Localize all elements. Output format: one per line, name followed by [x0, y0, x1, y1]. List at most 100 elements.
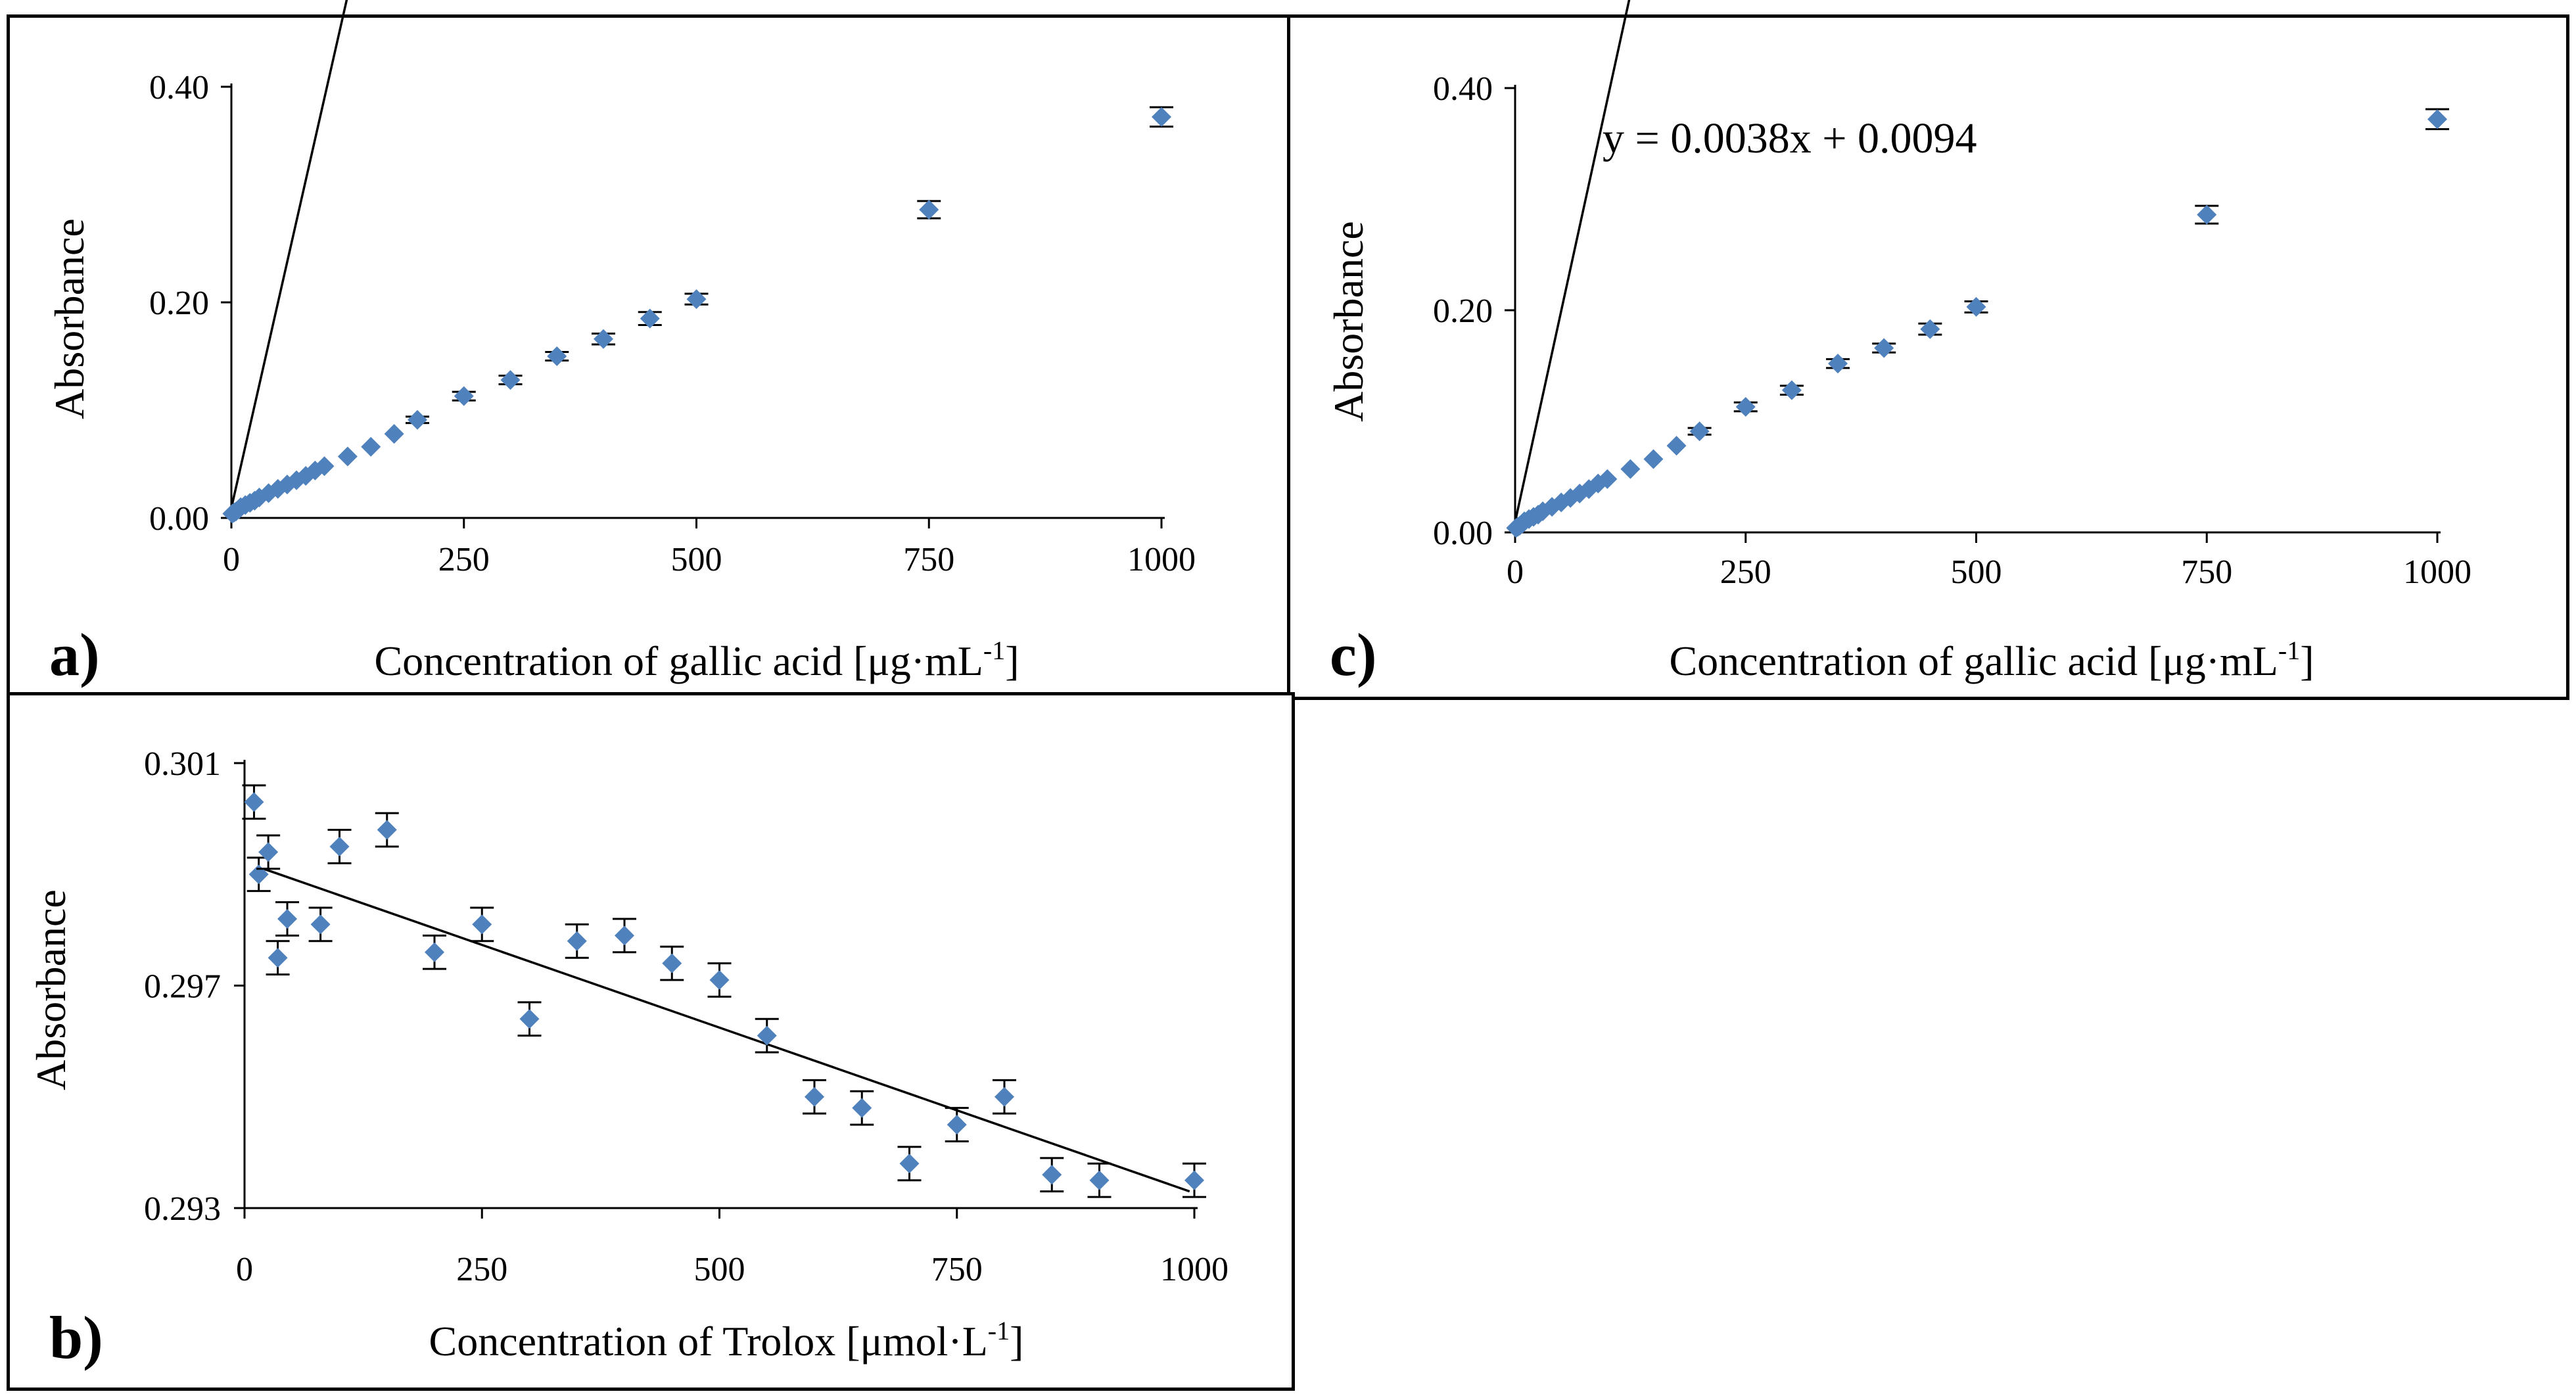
chart-b-ylabel: Absorbance	[28, 889, 74, 1090]
chart-a-x-tick-label: 250	[438, 541, 490, 578]
chart-b-point	[310, 914, 331, 935]
chart-a-point	[594, 329, 613, 349]
chart-a-point	[314, 456, 335, 477]
chart-c-x-tick-label: 250	[1720, 553, 1771, 591]
chart-a-xlabel-sup: -1	[983, 636, 1005, 665]
panel-c: 0.00 0.20 0.40 0 250 500 750 1000 Absorbance Co…	[1287, 0, 2569, 700]
chart-c-point	[1828, 354, 1848, 374]
panel-a-letter: a)	[49, 621, 100, 688]
chart-b-y-tick-label: 0.297	[144, 968, 221, 1006]
chart-b-point	[268, 948, 288, 968]
chart-b-point	[472, 914, 492, 935]
chart-c-point	[1542, 497, 1562, 517]
chart-c-xlabel: Concentration of gallic acid [μg·mL-1]	[1669, 636, 2314, 684]
chart-b-trendline	[263, 868, 1190, 1193]
chart-a: 0.00 0.20 0.40 0 250 500 750 1000 Absorbance Co…	[46, 0, 1196, 688]
chart-a-point	[384, 424, 404, 444]
chart-c-point	[1689, 421, 1710, 442]
chart-a-xlabel-main: Concentration of gallic acid [μg·mL	[374, 638, 983, 684]
panel-a: 0.00 0.20 0.40 0 250 500 750 1000 Absorbance Co…	[7, 0, 1295, 700]
chart-b-y-tick-label: 0.301	[144, 745, 221, 783]
chart-b-point	[995, 1086, 1014, 1107]
chart-b-point	[248, 864, 269, 885]
chart-c-xlabel-end: ]	[2300, 638, 2314, 684]
chart-b-x-tick-label: 500	[694, 1251, 745, 1288]
chart-a-x-tick-label: 500	[671, 541, 722, 578]
panel-b-letter: b)	[49, 1304, 103, 1371]
chart-b-point	[757, 1025, 777, 1046]
chart-a-point	[361, 436, 381, 457]
chart-b-point	[1042, 1165, 1062, 1185]
chart-c-y-tick-label: 0.00	[1433, 515, 1493, 552]
chart-b-point	[899, 1154, 920, 1174]
chart-b-x-tick-label: 750	[931, 1251, 983, 1288]
chart-c-point	[2427, 109, 2447, 129]
chart-b-x-tick-label: 250	[456, 1251, 507, 1288]
chart-a-x-tick-label: 750	[903, 541, 954, 578]
chart-b-marks: 0.293 0.297 0.301 0 250 500 750 1000	[144, 745, 1229, 1288]
chart-b-point	[1184, 1170, 1204, 1190]
chart-c-x-tick-label: 1000	[2403, 553, 2471, 591]
chart-b-point	[662, 953, 682, 973]
chart-c-xlabel-sup: -1	[2278, 636, 2300, 665]
chart-c-point	[1735, 397, 1756, 417]
chart-a-point	[337, 446, 358, 467]
chart-b-point	[277, 908, 298, 929]
chart-a-xlabel-end: ]	[1005, 638, 1019, 684]
chart-a-xlabel: Concentration of gallic acid [μg·mL-1]	[374, 636, 1019, 684]
chart-b-point	[709, 970, 730, 991]
panel-c-letter: c)	[1330, 621, 1376, 688]
chart-c-point	[1643, 449, 1664, 469]
chart-c-x-tick-label: 750	[2181, 553, 2232, 591]
chart-a-point	[1152, 106, 1171, 127]
chart-b-point	[615, 925, 634, 946]
chart-b-point	[244, 792, 264, 812]
chart-c-point	[1920, 319, 1940, 339]
chart-b-xlabel-end: ]	[1010, 1318, 1023, 1365]
chart-b-point	[329, 836, 350, 856]
chart-a-marks: 0.00 0.20 0.40 0 250 500 750 1000	[149, 0, 1196, 578]
chart-a-point	[454, 386, 474, 406]
chart-c-equation: y = 0.0038x + 0.0094	[1603, 114, 1977, 162]
chart-c-point	[1620, 459, 1641, 479]
chart-c-xlabel-main: Concentration of gallic acid [μg·mL	[1669, 638, 2278, 684]
chart-b-y-tick-label: 0.293	[144, 1190, 221, 1228]
chart-c-point	[1597, 469, 1618, 489]
chart-a-point	[640, 308, 660, 329]
chart-a-point	[500, 370, 521, 390]
chart-a-point	[919, 199, 939, 220]
chart-c-point	[1874, 338, 1894, 358]
chart-b-xlabel: Concentration of Trolox [μmol·L-1]	[429, 1316, 1024, 1365]
chart-a-y-tick-label: 0.20	[149, 285, 209, 322]
chart-b-point	[567, 931, 587, 951]
chart-a-x-tick-label: 1000	[1127, 541, 1196, 578]
chart-a-y-tick-label: 0.40	[149, 69, 209, 106]
chart-b-point	[947, 1115, 967, 1135]
panel-b: 0.293 0.297 0.301 0 250 500 750 1000 Absorbance…	[7, 692, 1295, 1391]
chart-a-x-tick-label: 0	[223, 541, 240, 578]
chart-c-point	[1588, 473, 1608, 494]
chart-b-x-tick-label: 1000	[1160, 1251, 1229, 1288]
chart-b-xlabel-main: Concentration of Trolox [μmol·L	[429, 1318, 988, 1365]
chart-b: 0.293 0.297 0.301 0 250 500 750 1000 Absorbance…	[28, 745, 1229, 1371]
chart-c-point	[1781, 380, 1802, 400]
chart-b-point	[805, 1086, 824, 1107]
chart-b-point	[377, 820, 397, 840]
chart-c-point	[1666, 436, 1687, 456]
chart-b-x-tick-label: 0	[236, 1251, 253, 1288]
chart-b-xlabel-sup: -1	[988, 1316, 1010, 1345]
chart-a-y-tick-label: 0.00	[149, 500, 209, 538]
chart-c-x-tick-label: 500	[1951, 553, 2002, 591]
chart-b-point	[258, 842, 279, 862]
chart-c-point	[1533, 501, 1553, 521]
chart-a-trendline	[230, 0, 348, 508]
chart-c-point	[1966, 296, 1986, 317]
chart-c-y-tick-label: 0.40	[1433, 70, 1493, 108]
chart-a-ylabel: Absorbance	[46, 218, 93, 419]
chart-a-point	[408, 409, 427, 430]
chart-c-x-tick-label: 0	[1507, 553, 1524, 591]
chart-c-y-tick-label: 0.20	[1433, 292, 1493, 330]
chart-c-marks: 0.00 0.20 0.40 0 250 500 750 1000	[1433, 0, 2471, 591]
chart-a-point	[686, 289, 707, 310]
